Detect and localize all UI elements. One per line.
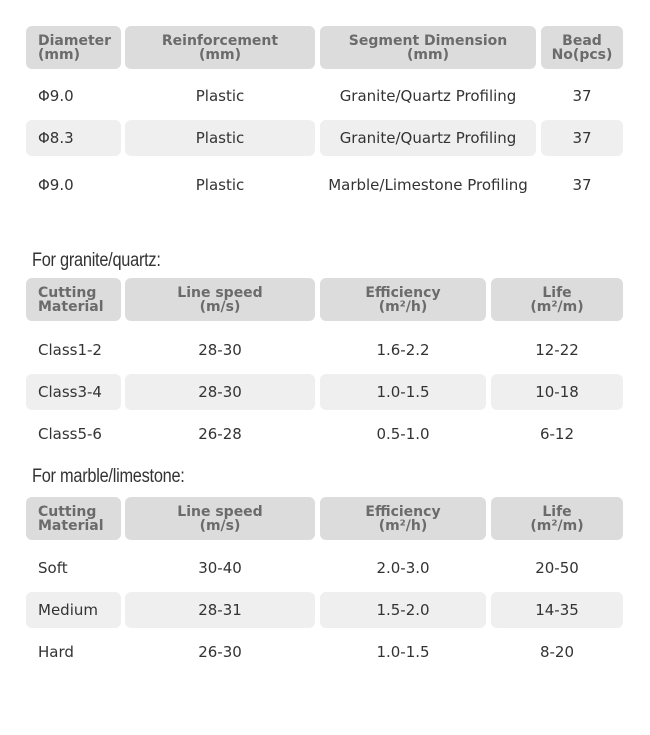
header-cutting-material: Cutting Material bbox=[26, 278, 121, 321]
table-cell: Φ9.0 bbox=[38, 176, 74, 194]
table-cell: 26-28 bbox=[198, 425, 242, 443]
header-cutting-material: Cutting Material bbox=[26, 497, 121, 540]
header-efficiency: Efficiency (m²/h) bbox=[320, 497, 486, 540]
table-cell: 1.6-2.2 bbox=[376, 341, 430, 359]
table-cell: Granite/Quartz Profiling bbox=[339, 87, 517, 105]
header-segment-dimension: Segment Dimension (mm) bbox=[320, 26, 536, 69]
table-cell: Hard bbox=[38, 643, 74, 661]
table-cell: 28-31 bbox=[125, 592, 315, 628]
table-cell: 6-12 bbox=[539, 425, 575, 443]
marble-section-title: For marble/limestone: bbox=[32, 466, 185, 487]
table-cell: Class3-4 bbox=[26, 374, 121, 410]
table-cell: Plastic bbox=[195, 87, 245, 105]
table-cell: 1.0-1.5 bbox=[376, 643, 430, 661]
table-cell: 10-18 bbox=[491, 374, 623, 410]
header-diameter: Diameter (mm) bbox=[26, 26, 121, 69]
table-cell: 30-40 bbox=[198, 559, 242, 577]
granite-section-title: For granite/quartz: bbox=[32, 250, 161, 271]
header-line-speed: Line speed (m/s) bbox=[125, 278, 315, 321]
table-cell: Granite/Quartz Profiling bbox=[320, 120, 536, 156]
header-life: Life (m²/m) bbox=[491, 278, 623, 321]
table-cell: 1.5-2.0 bbox=[320, 592, 486, 628]
table-cell: Plastic bbox=[195, 176, 245, 194]
table-cell: 28-30 bbox=[125, 374, 315, 410]
header-bead-no: Bead No(pcs) bbox=[541, 26, 623, 69]
table-cell: Φ8.3 bbox=[26, 120, 121, 156]
table-cell: 12-22 bbox=[535, 341, 579, 359]
table-cell: 26-30 bbox=[198, 643, 242, 661]
table-cell: 37 bbox=[572, 176, 592, 194]
table-cell: Class5-6 bbox=[38, 425, 102, 443]
table-cell: 14-35 bbox=[491, 592, 623, 628]
header-life: Life (m²/m) bbox=[491, 497, 623, 540]
table-cell: 37 bbox=[541, 120, 623, 156]
table-cell: Plastic bbox=[125, 120, 315, 156]
table-cell: Marble/Limestone Profiling bbox=[328, 176, 528, 194]
table-cell: Medium bbox=[26, 592, 121, 628]
table-cell: Soft bbox=[38, 559, 68, 577]
table-cell: 0.5-1.0 bbox=[376, 425, 430, 443]
table-cell: 20-50 bbox=[535, 559, 579, 577]
table-cell: 1.0-1.5 bbox=[320, 374, 486, 410]
header-reinforcement: Reinforcement (mm) bbox=[125, 26, 315, 69]
header-line-speed: Line speed (m/s) bbox=[125, 497, 315, 540]
table-cell: Class1-2 bbox=[38, 341, 102, 359]
table-cell: Φ9.0 bbox=[38, 87, 74, 105]
table-cell: 37 bbox=[572, 87, 592, 105]
header-efficiency: Efficiency (m²/h) bbox=[320, 278, 486, 321]
table-cell: 8-20 bbox=[539, 643, 575, 661]
table-cell: 2.0-3.0 bbox=[376, 559, 430, 577]
table-cell: 28-30 bbox=[198, 341, 242, 359]
